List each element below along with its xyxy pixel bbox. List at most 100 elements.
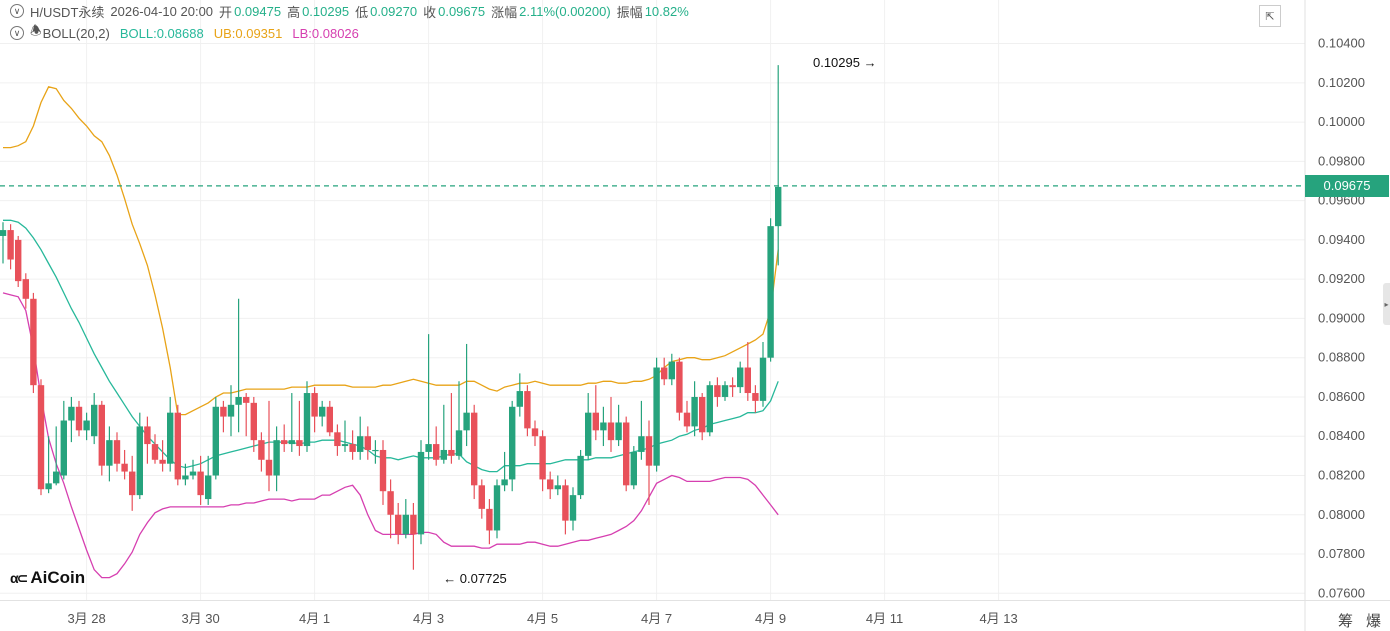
low-value: 0.09270	[370, 4, 417, 19]
candle-body	[539, 436, 545, 479]
candle-body	[319, 407, 325, 417]
candle	[714, 377, 720, 406]
grid-lines	[0, 0, 1305, 600]
x-axis-ticks: 3月 28 3月 30 4月 1 4月 3 4月 5 4月 7 4月 9 4月 11 4月 13	[67, 611, 1017, 626]
candle-body	[441, 450, 447, 460]
x-tick-label: 4月 9	[755, 611, 786, 626]
candle-body	[38, 385, 44, 489]
symbol-label[interactable]: H/USDT永续	[30, 2, 104, 21]
candle-body	[638, 436, 644, 452]
amplitude-value: 10.82%	[645, 4, 689, 19]
candle	[387, 479, 393, 538]
candle-body	[372, 450, 378, 451]
candle-body	[471, 413, 477, 486]
candle-body	[593, 413, 599, 431]
candle	[760, 342, 766, 407]
candle-body	[45, 483, 51, 489]
candle	[403, 499, 409, 538]
candle-body	[159, 460, 165, 464]
candle	[159, 440, 165, 471]
candle	[631, 446, 637, 489]
candle	[524, 385, 530, 436]
ohlc-header: ∨ H/USDT永续 2026-04-10 20:00 开 0.09475 高 …	[10, 1, 695, 21]
candle-body	[205, 475, 211, 499]
candle-body	[767, 226, 773, 358]
candle-body	[266, 460, 272, 476]
bell-icon[interactable]: 🕭	[30, 22, 42, 44]
candle-body	[296, 440, 302, 446]
candle	[615, 405, 621, 446]
candle-body	[175, 413, 181, 480]
candle-body	[228, 405, 234, 417]
indicator-chevron-icon[interactable]: ∨	[10, 26, 24, 40]
candle-body	[403, 515, 409, 535]
candle-body	[752, 393, 758, 401]
aicoin-logo: α⊂ AiCoin	[10, 568, 85, 588]
candle-body	[137, 426, 143, 495]
candle-body	[722, 385, 728, 397]
y-tick-label: 0.09200	[1318, 271, 1365, 286]
liquidation-button[interactable]: 爆	[1366, 610, 1381, 631]
candle-body	[615, 422, 621, 440]
ub-label: UB:	[214, 26, 236, 41]
candle	[76, 401, 82, 436]
change-label: 涨幅	[491, 2, 517, 21]
candle-body	[281, 440, 287, 444]
candle	[570, 487, 576, 530]
candle	[448, 393, 454, 464]
candle	[152, 434, 158, 463]
x-tick-label: 3月 28	[67, 611, 105, 626]
candle	[775, 65, 781, 265]
candle-body	[68, 407, 74, 421]
candle	[691, 381, 697, 436]
candle-body	[600, 422, 606, 430]
fullscreen-icon[interactable]: ⇱	[1259, 5, 1281, 27]
candle	[15, 236, 21, 287]
boll-label: BOLL:	[120, 26, 157, 41]
candle	[129, 456, 135, 511]
candle	[167, 397, 173, 472]
y-tick-label: 0.10200	[1318, 75, 1365, 90]
candle	[190, 460, 196, 480]
candle	[418, 440, 424, 544]
candle	[539, 430, 545, 491]
candle-body	[91, 405, 97, 436]
collapse-chevron-icon[interactable]: ∨	[10, 4, 24, 18]
candle-body	[23, 279, 29, 299]
candle-body	[463, 413, 469, 431]
candle-body	[562, 485, 568, 520]
candle	[175, 405, 181, 485]
x-tick-label: 4月 11	[866, 611, 903, 626]
y-tick-label: 0.08800	[1318, 350, 1365, 365]
candle	[357, 417, 363, 460]
candle-body	[357, 436, 363, 452]
candle	[106, 426, 112, 481]
candle-body	[83, 421, 89, 431]
candle	[327, 401, 333, 436]
candlestick-chart[interactable]: 0.104000.102000.100000.098000.096000.094…	[0, 0, 1390, 631]
indicator-name[interactable]: BOLL(20,2)	[43, 26, 110, 41]
candle	[281, 424, 287, 451]
candle	[463, 344, 469, 446]
candle	[669, 354, 675, 385]
candle	[745, 342, 751, 401]
chips-button[interactable]: 筹	[1338, 610, 1353, 631]
boll-value: 0.08688	[157, 26, 204, 41]
candle-body	[456, 430, 462, 456]
y-axis-ticks: 0.104000.102000.100000.098000.096000.094…	[1318, 36, 1365, 601]
candle-body	[190, 472, 196, 476]
candle-body	[623, 422, 629, 485]
candle-body	[676, 362, 682, 413]
candle	[623, 417, 629, 492]
candle	[410, 503, 416, 570]
candle	[562, 479, 568, 534]
candle-body	[99, 405, 105, 466]
candle	[479, 479, 485, 518]
lb-value: 0.08026	[312, 26, 359, 41]
candle	[577, 450, 583, 499]
candle-body	[349, 444, 355, 452]
candle-body	[570, 495, 576, 521]
candle	[213, 397, 219, 479]
candle-body	[30, 299, 36, 385]
side-panel-toggle-icon[interactable]: ▸	[1383, 283, 1390, 325]
